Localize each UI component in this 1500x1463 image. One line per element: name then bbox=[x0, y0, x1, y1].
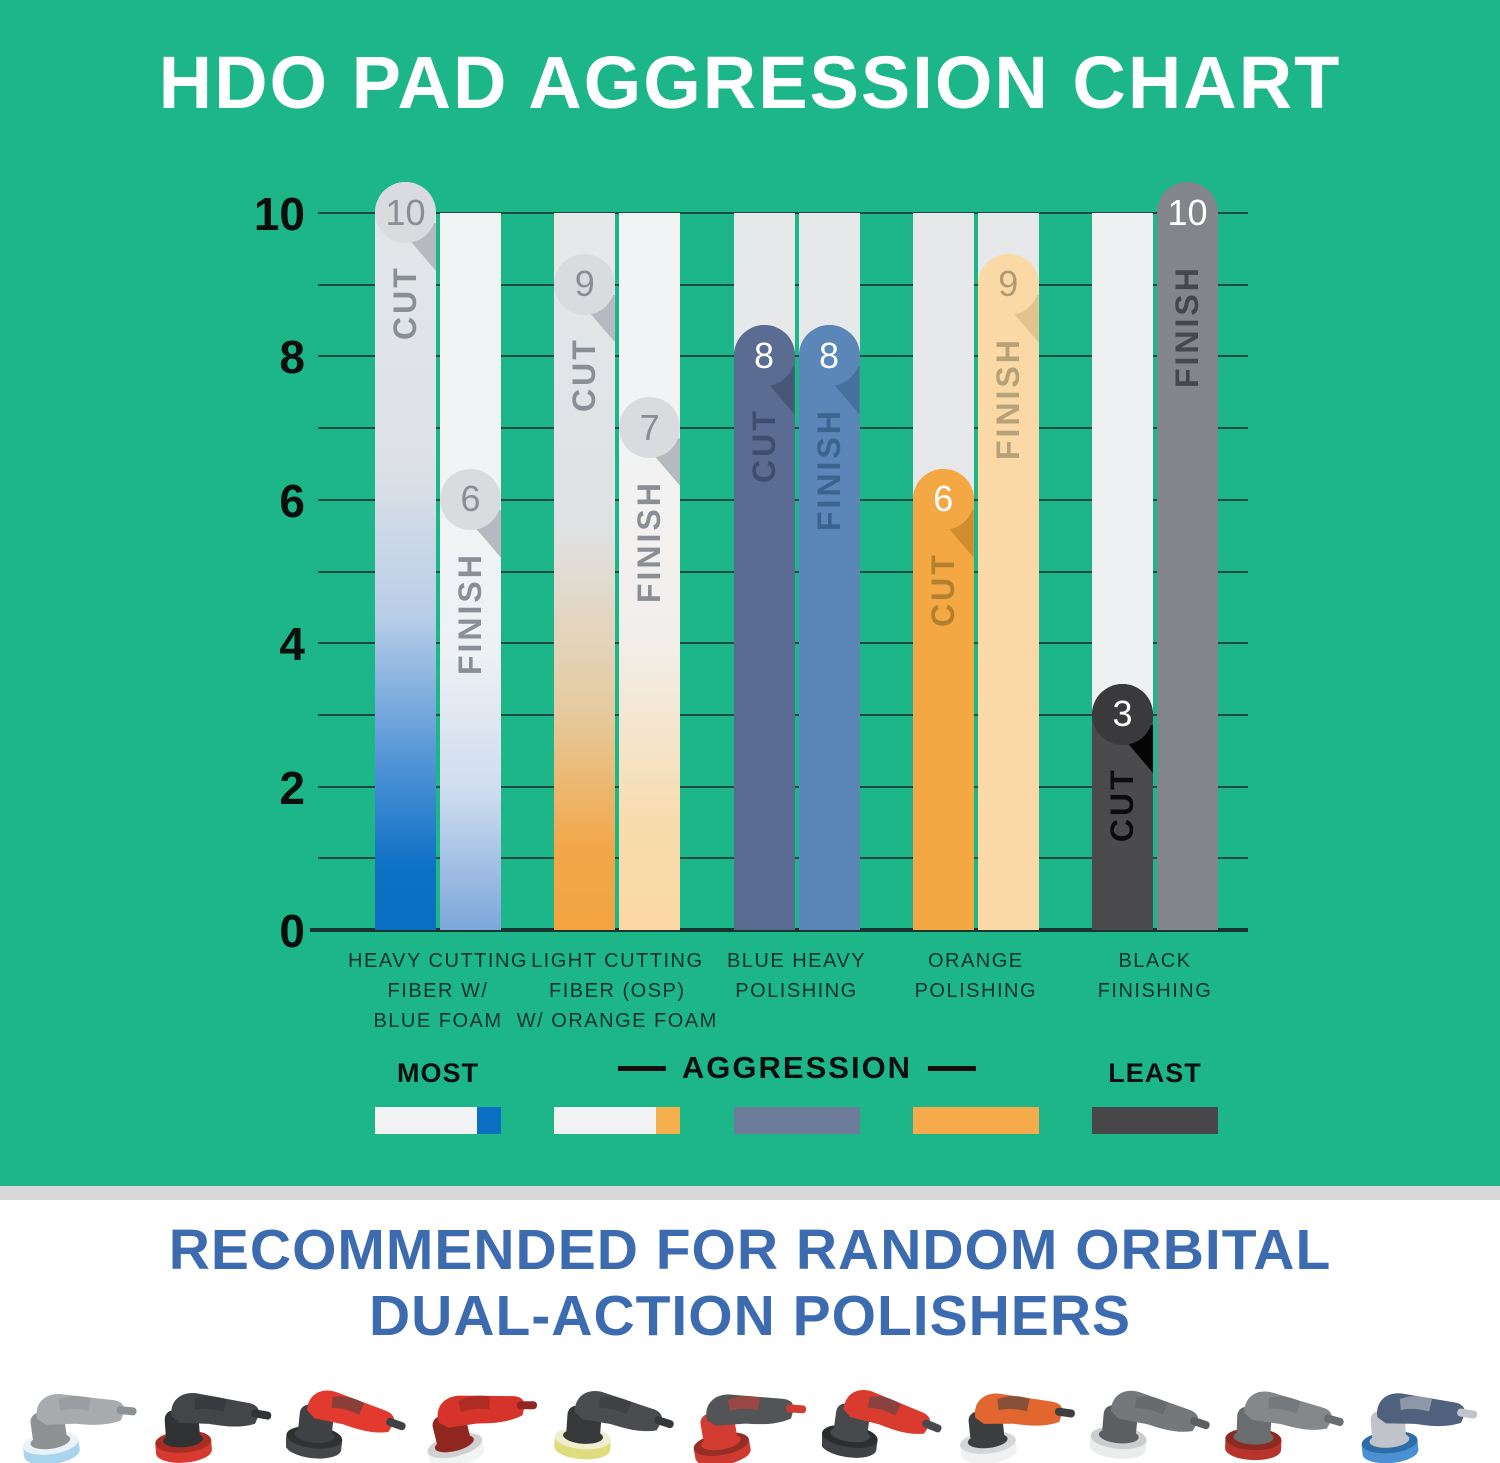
bar-cut-group2 bbox=[554, 253, 616, 930]
polisher-dark-yellow-pad-icon bbox=[554, 1368, 678, 1462]
y-tick-4: 4 bbox=[279, 618, 305, 671]
y-tick-0: 0 bbox=[279, 905, 305, 957]
legend-swatch-light-cutting-fiber-orange-foam bbox=[554, 1107, 681, 1134]
y-tick-2: 2 bbox=[279, 761, 305, 814]
swatch-foam-tip bbox=[656, 1107, 681, 1134]
legend-swatch-black-finishing bbox=[1092, 1107, 1218, 1134]
category-label-group2: LIGHT CUTTING FIBER (OSP) W/ ORANGE FOAM bbox=[516, 950, 718, 1032]
bar-series-label: CUT bbox=[387, 265, 423, 340]
bar-series-label: FINISH bbox=[631, 480, 668, 603]
legend-least-label: LEAST bbox=[1108, 1058, 1202, 1088]
value-badge: 9 bbox=[977, 253, 1039, 315]
legend-aggression-label: AGGRESSION bbox=[602, 1050, 992, 1086]
polisher-gray-blue-pad-icon bbox=[18, 1368, 142, 1463]
recommendation-heading: RECOMMENDED FOR RANDOM ORBITAL DUAL-ACTI… bbox=[168, 1218, 1332, 1348]
bar-cut-group1 bbox=[375, 182, 436, 930]
legend-swatch-orange-polishing bbox=[912, 1107, 1039, 1134]
value-badge: 6 bbox=[912, 468, 974, 530]
polisher-dark-red-accent-icon bbox=[688, 1368, 812, 1463]
bar-series-label: CUT bbox=[745, 408, 782, 484]
bar-series-label: CUT bbox=[566, 336, 603, 412]
value-badge: 8 bbox=[798, 325, 860, 387]
legend-most-label: MOST bbox=[397, 1058, 479, 1088]
value-badge: 9 bbox=[554, 253, 616, 315]
bar-series-label: FINISH bbox=[452, 551, 488, 675]
polisher-silver-blue-pad-icon bbox=[1358, 1368, 1482, 1463]
y-tick-6: 6 bbox=[279, 474, 305, 527]
category-label-group5: BLACK FINISHING bbox=[1097, 950, 1213, 1002]
polisher-red-dark-pad-icon bbox=[285, 1368, 410, 1462]
polisher-red-dark-pad-2-icon bbox=[820, 1368, 946, 1462]
value-badge: 7 bbox=[619, 397, 681, 459]
y-tick-8: 8 bbox=[279, 331, 305, 384]
y-tick-10: 10 bbox=[253, 188, 305, 240]
bar-cut-group3 bbox=[733, 325, 795, 930]
category-label-group3: BLUE HEAVY POLISHING bbox=[726, 950, 867, 1002]
value-badge: 10 bbox=[1157, 182, 1218, 243]
bar-finish-group5 bbox=[1157, 182, 1218, 930]
section-divider bbox=[0, 1186, 1500, 1200]
value-badge: 10 bbox=[375, 182, 436, 243]
category-label-group4: ORANGE POLISHING bbox=[914, 950, 1037, 1002]
x-axis-baseline bbox=[310, 928, 1248, 932]
sander-orange-white-pad-icon bbox=[956, 1368, 1080, 1463]
legend-swatch-blue-heavy-polishing bbox=[733, 1107, 860, 1134]
page-title: HDO PAD AGGRESSION CHART bbox=[158, 41, 1342, 124]
bar-series-label: FINISH bbox=[989, 336, 1026, 460]
polisher-gray-red-pad-icon bbox=[1224, 1368, 1348, 1462]
value-badge: 6 bbox=[440, 468, 501, 530]
category-label-group1: HEAVY CUTTING FIBER W/ BLUE FOAM bbox=[348, 950, 528, 1032]
polisher-red-white-pad-icon bbox=[420, 1368, 544, 1463]
bar-finish-group3 bbox=[798, 325, 860, 930]
bar-finish-group2 bbox=[619, 397, 681, 930]
bar-finish-group4 bbox=[977, 253, 1039, 930]
bar-series-label: FINISH bbox=[1169, 265, 1205, 388]
bar-series-label: CUT bbox=[924, 551, 961, 627]
legend-dash-left bbox=[617, 1065, 666, 1071]
legend-swatch-heavy-cutting-fiber-blue-foam bbox=[375, 1107, 501, 1134]
polisher-gray-white-pad-icon bbox=[1089, 1368, 1214, 1462]
value-badge: 3 bbox=[1092, 683, 1153, 745]
bar-series-label: FINISH bbox=[810, 408, 847, 532]
polishers-row bbox=[18, 1366, 1482, 1463]
polisher-dark-red-pad-icon bbox=[152, 1368, 276, 1463]
bar-series-label: CUT bbox=[1104, 766, 1140, 842]
legend-dash-right bbox=[928, 1065, 977, 1071]
swatch-foam-tip bbox=[477, 1107, 501, 1134]
value-badge: 8 bbox=[733, 325, 795, 387]
